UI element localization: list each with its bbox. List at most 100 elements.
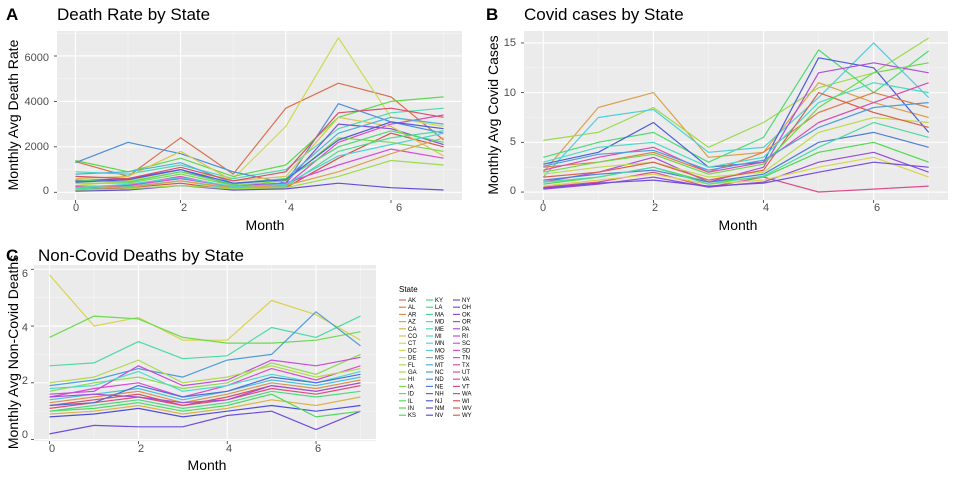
legend-label: SD [462,348,471,354]
panel-letter-a: A [6,5,18,24]
chart-title: Covid cases by State [524,5,684,24]
y-tick-label: 0 [43,185,49,197]
series-line [75,121,444,184]
x-tick-label: 0 [540,202,546,214]
x-axis-title: Month [719,217,758,233]
x-tick-label: 6 [396,202,402,214]
series-line [543,37,930,148]
x-tick-label: 4 [288,202,294,214]
legend-label: PA [462,327,470,333]
y-axis-title: Monthly Avg Non-Covid Deaths [5,255,21,449]
legend-label: MA [435,312,444,318]
series-line [49,390,361,412]
series-line [49,359,361,384]
legend-label: NY [462,298,470,304]
y-tick-label: 2 [22,375,28,387]
y-tick-label: 6000 [25,52,49,64]
series-line [49,315,361,367]
series-line [75,182,444,192]
legend-label: OH [462,305,471,311]
legend-label: OK [462,312,471,318]
series-line [49,393,361,418]
legend-label: LA [435,305,442,311]
series-line [543,82,929,168]
y-tick-label: 2000 [25,141,49,153]
series-line [542,42,930,178]
legend-label: NH [435,392,444,398]
legend-label: MT [435,363,444,369]
legend-label: VA [462,377,470,383]
x-tick-label: 0 [49,443,55,455]
y-axis-title: Monthly Avg Covid Cases [485,35,501,194]
plot-background [524,31,948,200]
series-line [49,373,361,407]
legend-label: ND [435,377,444,383]
series-line [49,379,361,404]
x-tick-label: 2 [181,202,187,214]
legend-label: RI [462,334,468,340]
legend-label: MO [435,348,445,354]
series-line [543,156,929,187]
legend-label: MS [435,356,444,362]
legend-label: IL [408,399,414,405]
legend-label: MD [435,320,445,326]
legend-label: DC [408,348,417,354]
series-lines [542,37,930,193]
axis-ticks [31,268,317,444]
legend-label: NJ [435,399,442,405]
legend-label: NV [435,413,443,419]
legend-label: SC [462,341,471,347]
legend-label: KY [435,298,443,304]
series-line [543,131,929,183]
panel-letter-b: B [486,5,498,24]
legend-label: CA [408,327,416,333]
legend-label: WI [462,399,470,405]
legend-label: AL [408,305,416,311]
legend-label: IN [408,406,414,412]
y-tick-label: 4 [22,322,28,334]
y-tick-label: 4000 [25,96,49,108]
series-line [75,137,444,187]
series-line [543,102,929,171]
legend-label: ME [435,327,444,333]
series-line [543,121,929,185]
series-line [543,82,929,173]
series-line [75,159,444,191]
legend-label: ID [408,392,415,398]
legend-label: WY [462,413,472,419]
legend-label: MI [435,334,442,340]
y-axis-title: Monthly Avg Death Rate [5,39,21,190]
panel-letter-c: C [6,246,18,265]
series-line [49,385,361,409]
y-tick-label: 5 [510,136,516,148]
legend-label: CT [408,341,416,347]
series-line [49,404,361,418]
axis-ticks [521,42,875,203]
series-line [543,161,929,189]
x-tick-label: 0 [73,202,79,214]
legend-label: UT [462,370,470,376]
x-tick-label: 4 [763,202,769,214]
series-line [49,396,361,415]
y-tick-label: 6 [22,268,28,280]
series-line [49,376,361,401]
legend-label: HI [408,377,414,383]
x-axis-title: Month [188,457,227,473]
legend-label: WA [462,392,471,398]
legend-label: TX [462,363,470,369]
series-line [75,96,444,177]
x-tick-label: 4 [226,443,232,455]
series-line [75,132,444,189]
legend-label: FL [408,363,416,369]
series-lines [49,274,361,435]
y-tick-label: 10 [504,87,516,99]
legend-label: GA [408,370,417,376]
series-line [543,62,929,175]
legend-label: TN [462,356,470,362]
legend-label: CO [408,334,417,340]
series-lines [75,37,444,192]
x-tick-label: 6 [315,443,321,455]
